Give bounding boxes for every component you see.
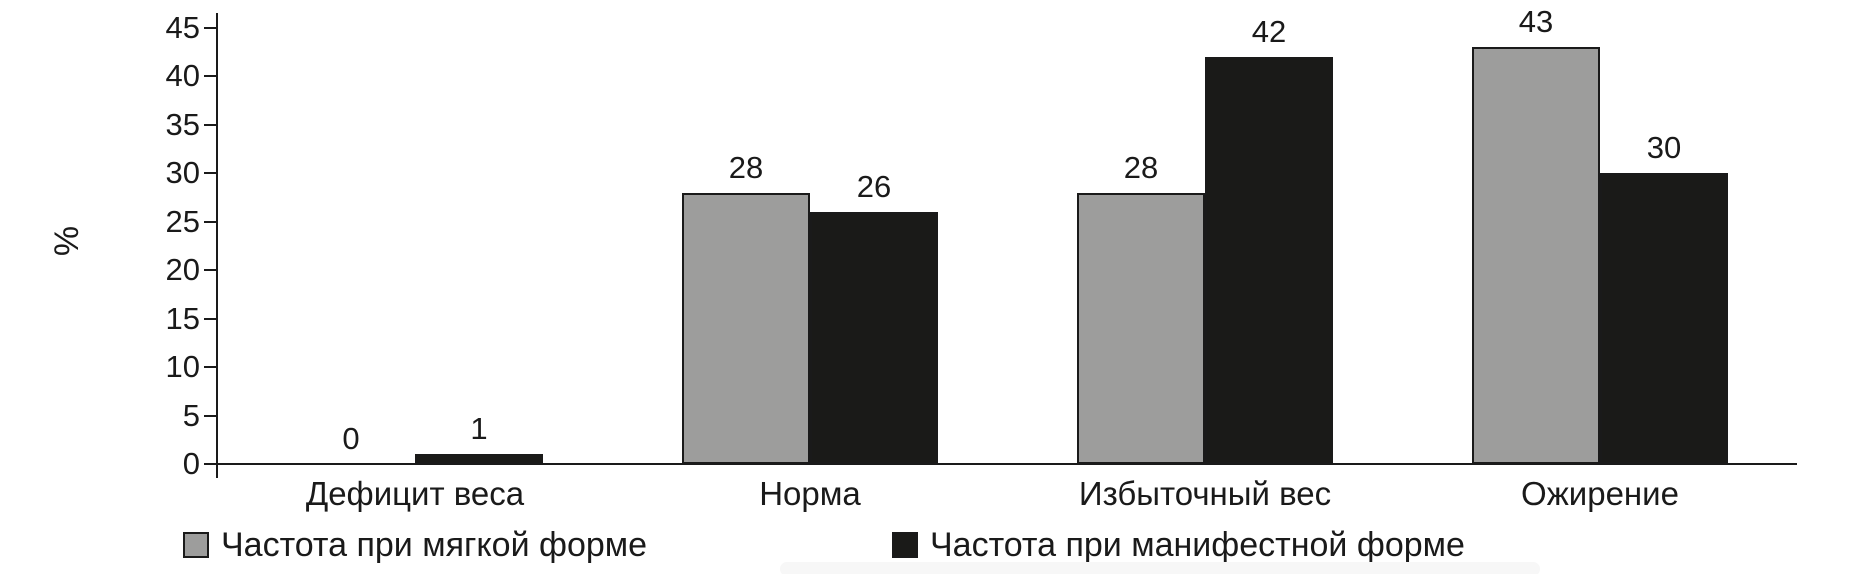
bar-value-label: 28 bbox=[1123, 150, 1159, 185]
y-tick-mark bbox=[204, 463, 217, 465]
bar-series0-cat2 bbox=[1077, 193, 1205, 464]
y-tick-mark bbox=[204, 269, 217, 271]
y-tick-label: 25 bbox=[165, 204, 200, 239]
bar-value-label: 0 bbox=[342, 421, 360, 456]
x-category-label: Избыточный вес bbox=[1078, 475, 1332, 512]
legend-swatch-icon bbox=[892, 532, 918, 558]
y-tick-mark bbox=[204, 75, 217, 77]
bar-series0-cat3 bbox=[1472, 47, 1600, 464]
legend-label: Частота при мягкой форме bbox=[221, 526, 648, 564]
scan-artifact-strip bbox=[780, 562, 1540, 574]
y-tick-label: 35 bbox=[165, 107, 200, 142]
bar-series1-cat3 bbox=[1600, 173, 1728, 464]
legend-swatch-icon bbox=[183, 532, 209, 558]
bar-value-label: 1 bbox=[470, 411, 488, 446]
x-axis-line bbox=[216, 463, 1797, 465]
bar-value-label: 28 bbox=[728, 150, 764, 185]
y-axis-line bbox=[216, 13, 218, 478]
x-category-label: Дефицит веса bbox=[305, 475, 525, 512]
y-tick-label: 5 bbox=[182, 398, 200, 433]
y-tick-label: 0 bbox=[182, 446, 200, 481]
y-tick-mark bbox=[204, 27, 217, 29]
x-category-label: Ожирение bbox=[1521, 475, 1679, 512]
bar-value-label: 43 bbox=[1518, 4, 1554, 39]
y-tick-label: 10 bbox=[165, 349, 200, 384]
y-tick-label: 15 bbox=[165, 301, 200, 336]
y-tick-mark bbox=[204, 124, 217, 126]
y-tick-label: 20 bbox=[165, 252, 200, 287]
legend-item-series1: Частота при манифестной форме bbox=[892, 527, 1465, 563]
legend-item-series0: Частота при мягкой форме bbox=[183, 527, 647, 563]
y-tick-mark bbox=[204, 318, 217, 320]
bar-series0-cat1 bbox=[682, 193, 810, 464]
bar-series1-cat0 bbox=[415, 454, 543, 464]
bar-value-label: 30 bbox=[1646, 130, 1682, 165]
bar-value-label: 26 bbox=[856, 169, 892, 204]
bar-value-label: 42 bbox=[1251, 14, 1287, 49]
x-category-label: Норма bbox=[759, 475, 861, 512]
y-tick-mark bbox=[204, 221, 217, 223]
y-tick-mark bbox=[204, 172, 217, 174]
bar-series1-cat2 bbox=[1205, 57, 1333, 464]
legend-label: Частота при манифестной форме bbox=[930, 526, 1465, 564]
y-tick-label: 45 bbox=[165, 10, 200, 45]
y-tick-label: 40 bbox=[165, 58, 200, 93]
bar-series1-cat1 bbox=[810, 212, 938, 464]
y-tick-mark bbox=[204, 366, 217, 368]
y-tick-label: 30 bbox=[165, 155, 200, 190]
y-tick-mark bbox=[204, 415, 217, 417]
